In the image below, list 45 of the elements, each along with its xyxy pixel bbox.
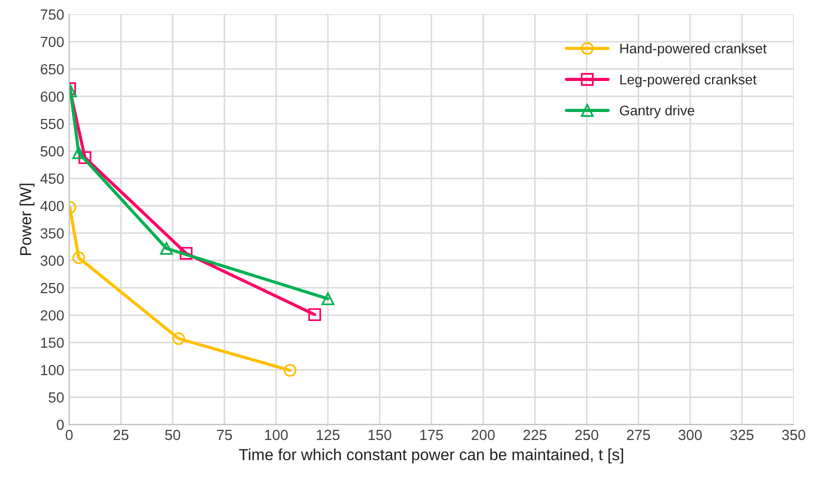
y-tick-label: 700 <box>40 36 64 48</box>
y-tick-label: 0 <box>56 420 64 430</box>
y-tick-label: 50 <box>48 392 64 403</box>
legend-label: Gantry drive <box>620 105 694 118</box>
y-axis-title: Power [W] <box>20 184 34 255</box>
x-tick-label: 25 <box>114 430 128 440</box>
point <box>284 364 296 377</box>
point <box>322 292 334 306</box>
y-tick-label: 100 <box>41 364 64 376</box>
x-tick-label: 150 <box>368 430 392 440</box>
point <box>308 308 322 321</box>
x-tick-label: 275 <box>626 430 650 440</box>
point <box>72 251 86 264</box>
y-tick-label: 300 <box>40 256 64 266</box>
x-tick-label: 200 <box>472 430 495 440</box>
x-tick-label: 300 <box>678 430 702 440</box>
y-tick-label: 150 <box>41 338 64 348</box>
x-tick-label: 325 <box>730 430 754 440</box>
x-axis-title: Time for which constant power can be maintained, t [s] <box>239 448 624 464</box>
y-tick-label: 500 <box>40 146 64 156</box>
x-tick-label: 125 <box>316 430 340 440</box>
x-tick-label: 75 <box>217 430 232 440</box>
legend-label: Leg-powered crankset <box>620 74 757 88</box>
y-tick-label: 400 <box>40 200 64 212</box>
x-tick-label: 350 <box>782 430 806 440</box>
point <box>160 242 173 255</box>
y-tick-label: 250 <box>40 282 64 294</box>
y-tick-label: 350 <box>40 228 64 239</box>
point <box>180 246 193 260</box>
y-tick-label: 550 <box>40 118 64 130</box>
x-tick-label: 0 <box>66 430 73 440</box>
point <box>72 146 86 160</box>
x-tick-label: 50 <box>165 430 180 440</box>
x-tick-label: 100 <box>265 430 288 440</box>
point <box>172 332 186 346</box>
x-tick-label: 225 <box>523 430 546 440</box>
y-tick-label: 450 <box>40 174 64 184</box>
point <box>78 151 92 164</box>
y-tick-label: 600 <box>40 91 64 102</box>
x-tick-label: 250 <box>575 430 598 440</box>
y-tick-label: 750 <box>40 9 64 20</box>
legend-label: Hand-powered crankset <box>620 43 767 56</box>
x-tick-label: 175 <box>420 430 443 440</box>
y-tick-label: 200 <box>40 310 64 321</box>
y-tick-label: 650 <box>40 64 64 74</box>
